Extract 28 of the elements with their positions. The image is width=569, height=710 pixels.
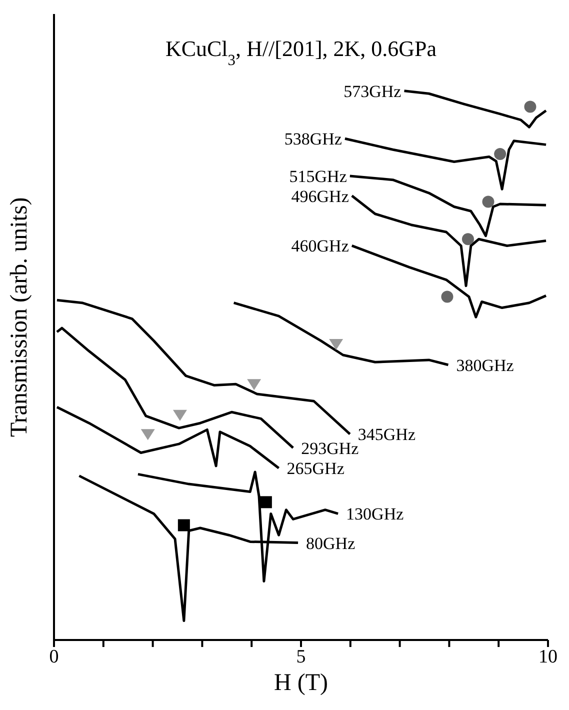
y-axis-title: Transmission (arb. units): [6, 197, 33, 437]
series-label: 538GHz: [284, 130, 342, 149]
series-label: 460GHz: [291, 236, 350, 256]
point: [140, 429, 155, 440]
x-axis-title: H (T): [274, 670, 328, 696]
point: [441, 290, 454, 303]
point: [482, 196, 494, 208]
point: [524, 100, 536, 113]
point: [462, 233, 474, 246]
point: [329, 339, 344, 350]
point: [247, 379, 262, 390]
series-label: 345GHz: [358, 425, 416, 444]
x-tick-label: 10: [538, 646, 558, 668]
point: [178, 519, 190, 532]
series-label: 515GHz: [289, 166, 348, 186]
series-label: 496GHz: [291, 186, 350, 206]
x-tick-label: 0: [49, 646, 59, 668]
series-label: 380GHz: [456, 356, 514, 375]
series-label: 80GHz: [306, 534, 356, 553]
chart-title: KCuCl$_{3}$, H//[201], 2K, 0.6GPa: [165, 36, 437, 68]
series-label: 265GHz: [286, 459, 345, 478]
point: [172, 410, 187, 421]
point: [494, 148, 506, 160]
point: [260, 496, 272, 508]
series-label: 293GHz: [301, 438, 360, 458]
x-tick-label: 5: [296, 646, 306, 668]
series-label: 130GHz: [346, 504, 404, 524]
series-label: 573GHz: [344, 82, 402, 101]
